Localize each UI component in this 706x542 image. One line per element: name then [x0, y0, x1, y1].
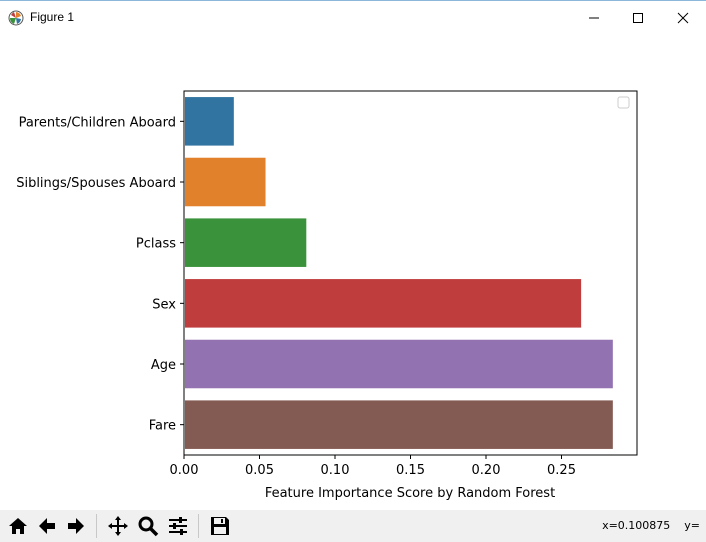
configure-subplots-button[interactable]: [165, 513, 191, 539]
x-axis-label: Feature Importance Score by Random Fores…: [265, 486, 555, 501]
bar-sex: [185, 279, 582, 328]
navigation-toolbar: x=0.100875 y=: [0, 510, 706, 542]
window-title: Figure 1: [30, 10, 75, 24]
x-tick-label: 0.10: [321, 463, 350, 478]
close-icon: [677, 12, 689, 23]
zoom-button[interactable]: [135, 513, 161, 539]
back-icon: [39, 518, 55, 534]
close-button[interactable]: [660, 1, 706, 34]
maximize-button[interactable]: [615, 1, 661, 34]
forward-button[interactable]: [63, 513, 89, 539]
y-tick-label: Sex: [152, 297, 176, 312]
feature-importance-chart: Parents/Children Aboard Siblings/Spouses …: [16, 90, 638, 501]
zoom-icon: [138, 516, 159, 537]
pan-icon: [108, 516, 128, 536]
x-tick-label: 0.25: [547, 463, 576, 478]
matplotlib-icon: [8, 10, 24, 26]
home-icon: [9, 518, 27, 534]
legend-box: [617, 96, 630, 109]
bar-parents-children-aboard: [185, 97, 234, 146]
save-button[interactable]: [207, 513, 233, 539]
save-icon: [211, 517, 229, 535]
minimize-button[interactable]: [571, 1, 617, 34]
y-tick-label: Pclass: [136, 237, 176, 252]
forward-icon: [68, 518, 84, 534]
figure-canvas[interactable]: Parents/Children Aboard Siblings/Spouses …: [0, 34, 706, 510]
y-tick-label: Parents/Children Aboard: [19, 115, 176, 130]
x-tick-label: 0.00: [170, 463, 199, 478]
x-tick-label: 0.05: [245, 463, 274, 478]
toolbar-separator: [198, 514, 199, 538]
y-tick-label: Siblings/Spouses Aboard: [16, 176, 176, 191]
bar-age: [185, 339, 613, 389]
back-button[interactable]: [34, 513, 60, 539]
toolbar-separator: [96, 514, 97, 538]
configure-subplots-icon: [169, 517, 187, 535]
pan-button[interactable]: [105, 513, 131, 539]
home-button[interactable]: [5, 513, 31, 539]
y-tick-label: Fare: [149, 419, 176, 434]
y-tick-label: Age: [151, 358, 176, 373]
maximize-icon: [633, 12, 643, 23]
bar-pclass: [185, 218, 307, 267]
window-titlebar: Figure 1: [0, 0, 706, 34]
bar-fare: [185, 400, 613, 449]
bar-siblings-spouses-aboard: [185, 157, 266, 207]
x-tick-label: 0.15: [396, 463, 425, 478]
cursor-coordinates: x=0.100875 y=: [602, 519, 700, 532]
x-tick-label: 0.20: [472, 463, 501, 478]
minimize-icon: [589, 17, 599, 18]
